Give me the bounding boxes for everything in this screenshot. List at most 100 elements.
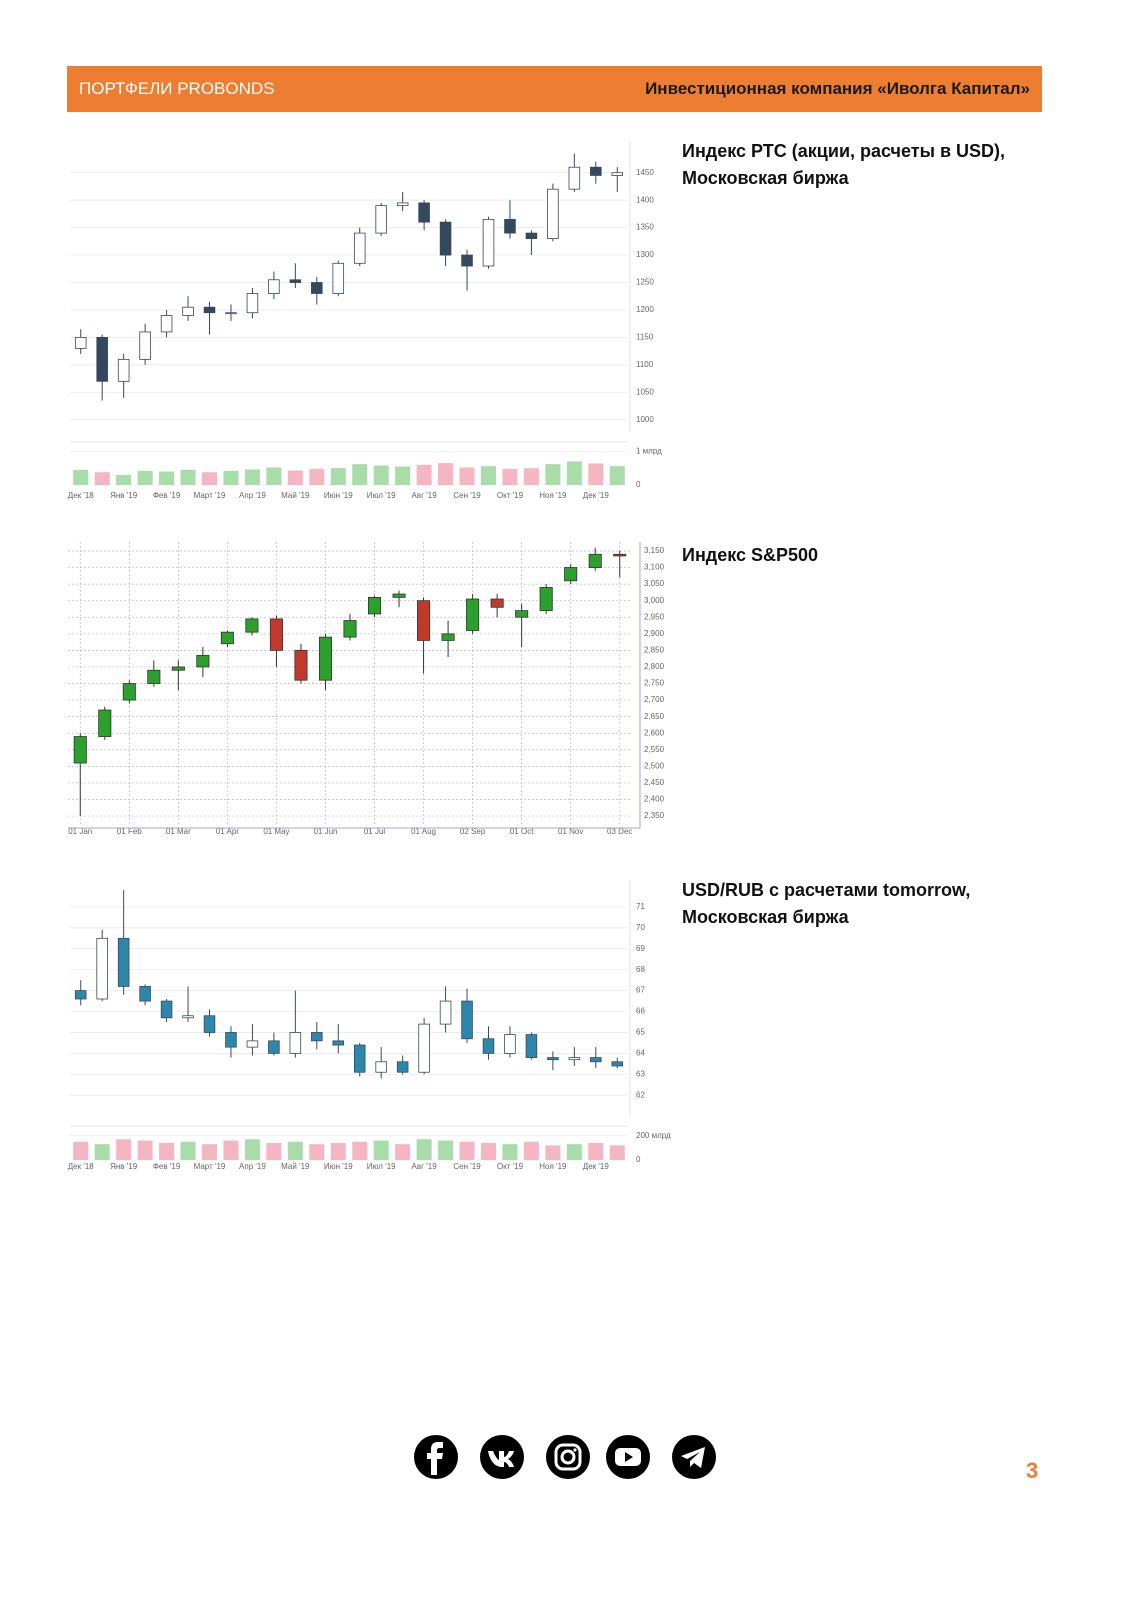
y-tick-label: 1100 bbox=[636, 360, 654, 369]
volume-bar bbox=[566, 1144, 582, 1160]
chart-caption: Индекс S&P500 bbox=[682, 542, 818, 569]
volume-bar bbox=[545, 464, 561, 485]
social-icons bbox=[414, 1435, 716, 1479]
x-tick-label: Июн '19 bbox=[324, 1162, 353, 1171]
x-tick-label: 02 Sep bbox=[460, 827, 486, 836]
x-tick-label: 01 Jan bbox=[68, 827, 92, 836]
candle-body bbox=[246, 1040, 259, 1048]
candle-body bbox=[268, 1040, 280, 1054]
y-tick-label: 1450 bbox=[636, 168, 654, 177]
candle-body bbox=[375, 1061, 387, 1073]
y-tick-label: 2,800 bbox=[644, 662, 665, 671]
candle-body bbox=[353, 1044, 366, 1073]
y-tick-label: 2,350 bbox=[644, 811, 665, 820]
page-number: 3 bbox=[1026, 1458, 1039, 1483]
candle-body bbox=[418, 1023, 430, 1073]
candle-body bbox=[160, 1000, 173, 1019]
x-tick-label: Апр '19 bbox=[239, 1162, 266, 1171]
instagram-icon[interactable] bbox=[546, 1435, 590, 1479]
x-tick-label: Авг '19 bbox=[412, 491, 438, 500]
volume-bar bbox=[545, 1145, 561, 1160]
candle-body bbox=[269, 618, 283, 651]
candle-body bbox=[98, 709, 112, 737]
volume-bar bbox=[352, 1141, 368, 1160]
x-tick-label: Март '19 bbox=[194, 1162, 226, 1171]
x-tick-label: Дек '18 bbox=[68, 491, 95, 500]
volume-bar bbox=[459, 1141, 475, 1160]
y-tick-label: 63 bbox=[636, 1069, 645, 1078]
candle-body bbox=[332, 262, 345, 294]
candle-body bbox=[396, 202, 409, 207]
candle-body bbox=[225, 1032, 237, 1048]
x-tick-label: 01 Jul bbox=[364, 827, 386, 836]
volume-bar bbox=[223, 470, 239, 485]
y-tick-label: 68 bbox=[636, 965, 645, 974]
candle-body bbox=[525, 1034, 538, 1058]
volume-bar bbox=[137, 1140, 153, 1160]
telegram-icon[interactable] bbox=[672, 1435, 716, 1479]
volume-bar bbox=[94, 472, 110, 485]
volume-bar bbox=[480, 1142, 497, 1160]
candle-body bbox=[246, 293, 259, 314]
x-tick-label: Сен '19 bbox=[453, 491, 481, 500]
x-tick-label: Июн '19 bbox=[324, 491, 353, 500]
y-tick-label: 2,750 bbox=[644, 679, 665, 688]
volume-bar bbox=[116, 1139, 132, 1160]
y-tick-label: 2,500 bbox=[644, 761, 665, 770]
volume-bar bbox=[73, 1141, 89, 1160]
y-tick-label: 3,050 bbox=[644, 579, 665, 588]
candle-body bbox=[96, 337, 108, 382]
x-tick-label: 01 Aug bbox=[411, 827, 436, 836]
candle-body bbox=[203, 306, 216, 314]
candle-body bbox=[332, 1040, 345, 1046]
candle-body bbox=[220, 631, 234, 645]
candle-body bbox=[396, 1061, 409, 1073]
candle-body bbox=[74, 990, 87, 1000]
candle-body bbox=[74, 337, 87, 349]
y-tick-label: 1150 bbox=[636, 333, 654, 342]
x-tick-label: Дек '19 bbox=[583, 1162, 610, 1171]
volume-bar bbox=[523, 1141, 539, 1160]
x-tick-label: Окт '19 bbox=[497, 1162, 524, 1171]
candle-body bbox=[245, 618, 259, 633]
x-tick-label: 03 Dec bbox=[607, 827, 632, 836]
volume-bar bbox=[330, 1142, 346, 1160]
x-tick-label: 01 Mar bbox=[166, 827, 191, 836]
y-tick-label: 2,600 bbox=[644, 728, 665, 737]
y-tick-label: 70 bbox=[636, 923, 645, 932]
candle-body bbox=[611, 1061, 624, 1067]
candle-body bbox=[547, 1057, 559, 1061]
vk-icon[interactable] bbox=[480, 1435, 524, 1479]
candle-body bbox=[375, 205, 387, 234]
candle-body bbox=[182, 1015, 194, 1019]
volume-bar bbox=[266, 1142, 282, 1160]
chart-title: Московская биржа bbox=[682, 907, 849, 927]
candle-body bbox=[139, 986, 151, 1002]
x-tick-label: Окт '19 bbox=[497, 491, 524, 500]
y-tick-label: 64 bbox=[636, 1049, 645, 1058]
chart-title: Индекс РТС (акции, расчеты в USD), bbox=[682, 141, 1006, 161]
candle-body bbox=[466, 598, 480, 631]
youtube-icon[interactable] bbox=[606, 1435, 650, 1479]
candle-body bbox=[147, 669, 161, 684]
volume-bar bbox=[523, 468, 539, 485]
volume-bar bbox=[201, 472, 218, 485]
y-tick-label: 2,900 bbox=[644, 629, 665, 638]
candle-body bbox=[294, 649, 308, 681]
volume-bar bbox=[201, 1144, 218, 1160]
x-tick-label: Май '19 bbox=[281, 491, 310, 500]
candle-body bbox=[564, 567, 578, 582]
candle-body bbox=[439, 221, 452, 256]
volume-bar bbox=[609, 1145, 625, 1160]
x-tick-label: Дек '18 bbox=[68, 1162, 95, 1171]
facebook-icon[interactable] bbox=[414, 1435, 458, 1479]
chart-caption: USD/RUB с расчетами tomorrow, Московская … bbox=[682, 877, 970, 931]
x-tick-label: 01 May bbox=[263, 827, 289, 836]
candle-body bbox=[343, 620, 357, 638]
candle-body bbox=[482, 218, 495, 267]
candle-body bbox=[318, 636, 333, 681]
candle-body bbox=[461, 254, 473, 267]
volume-bar bbox=[609, 466, 625, 485]
candle-body bbox=[568, 1057, 581, 1061]
y-tick-label: 2,850 bbox=[644, 645, 665, 654]
